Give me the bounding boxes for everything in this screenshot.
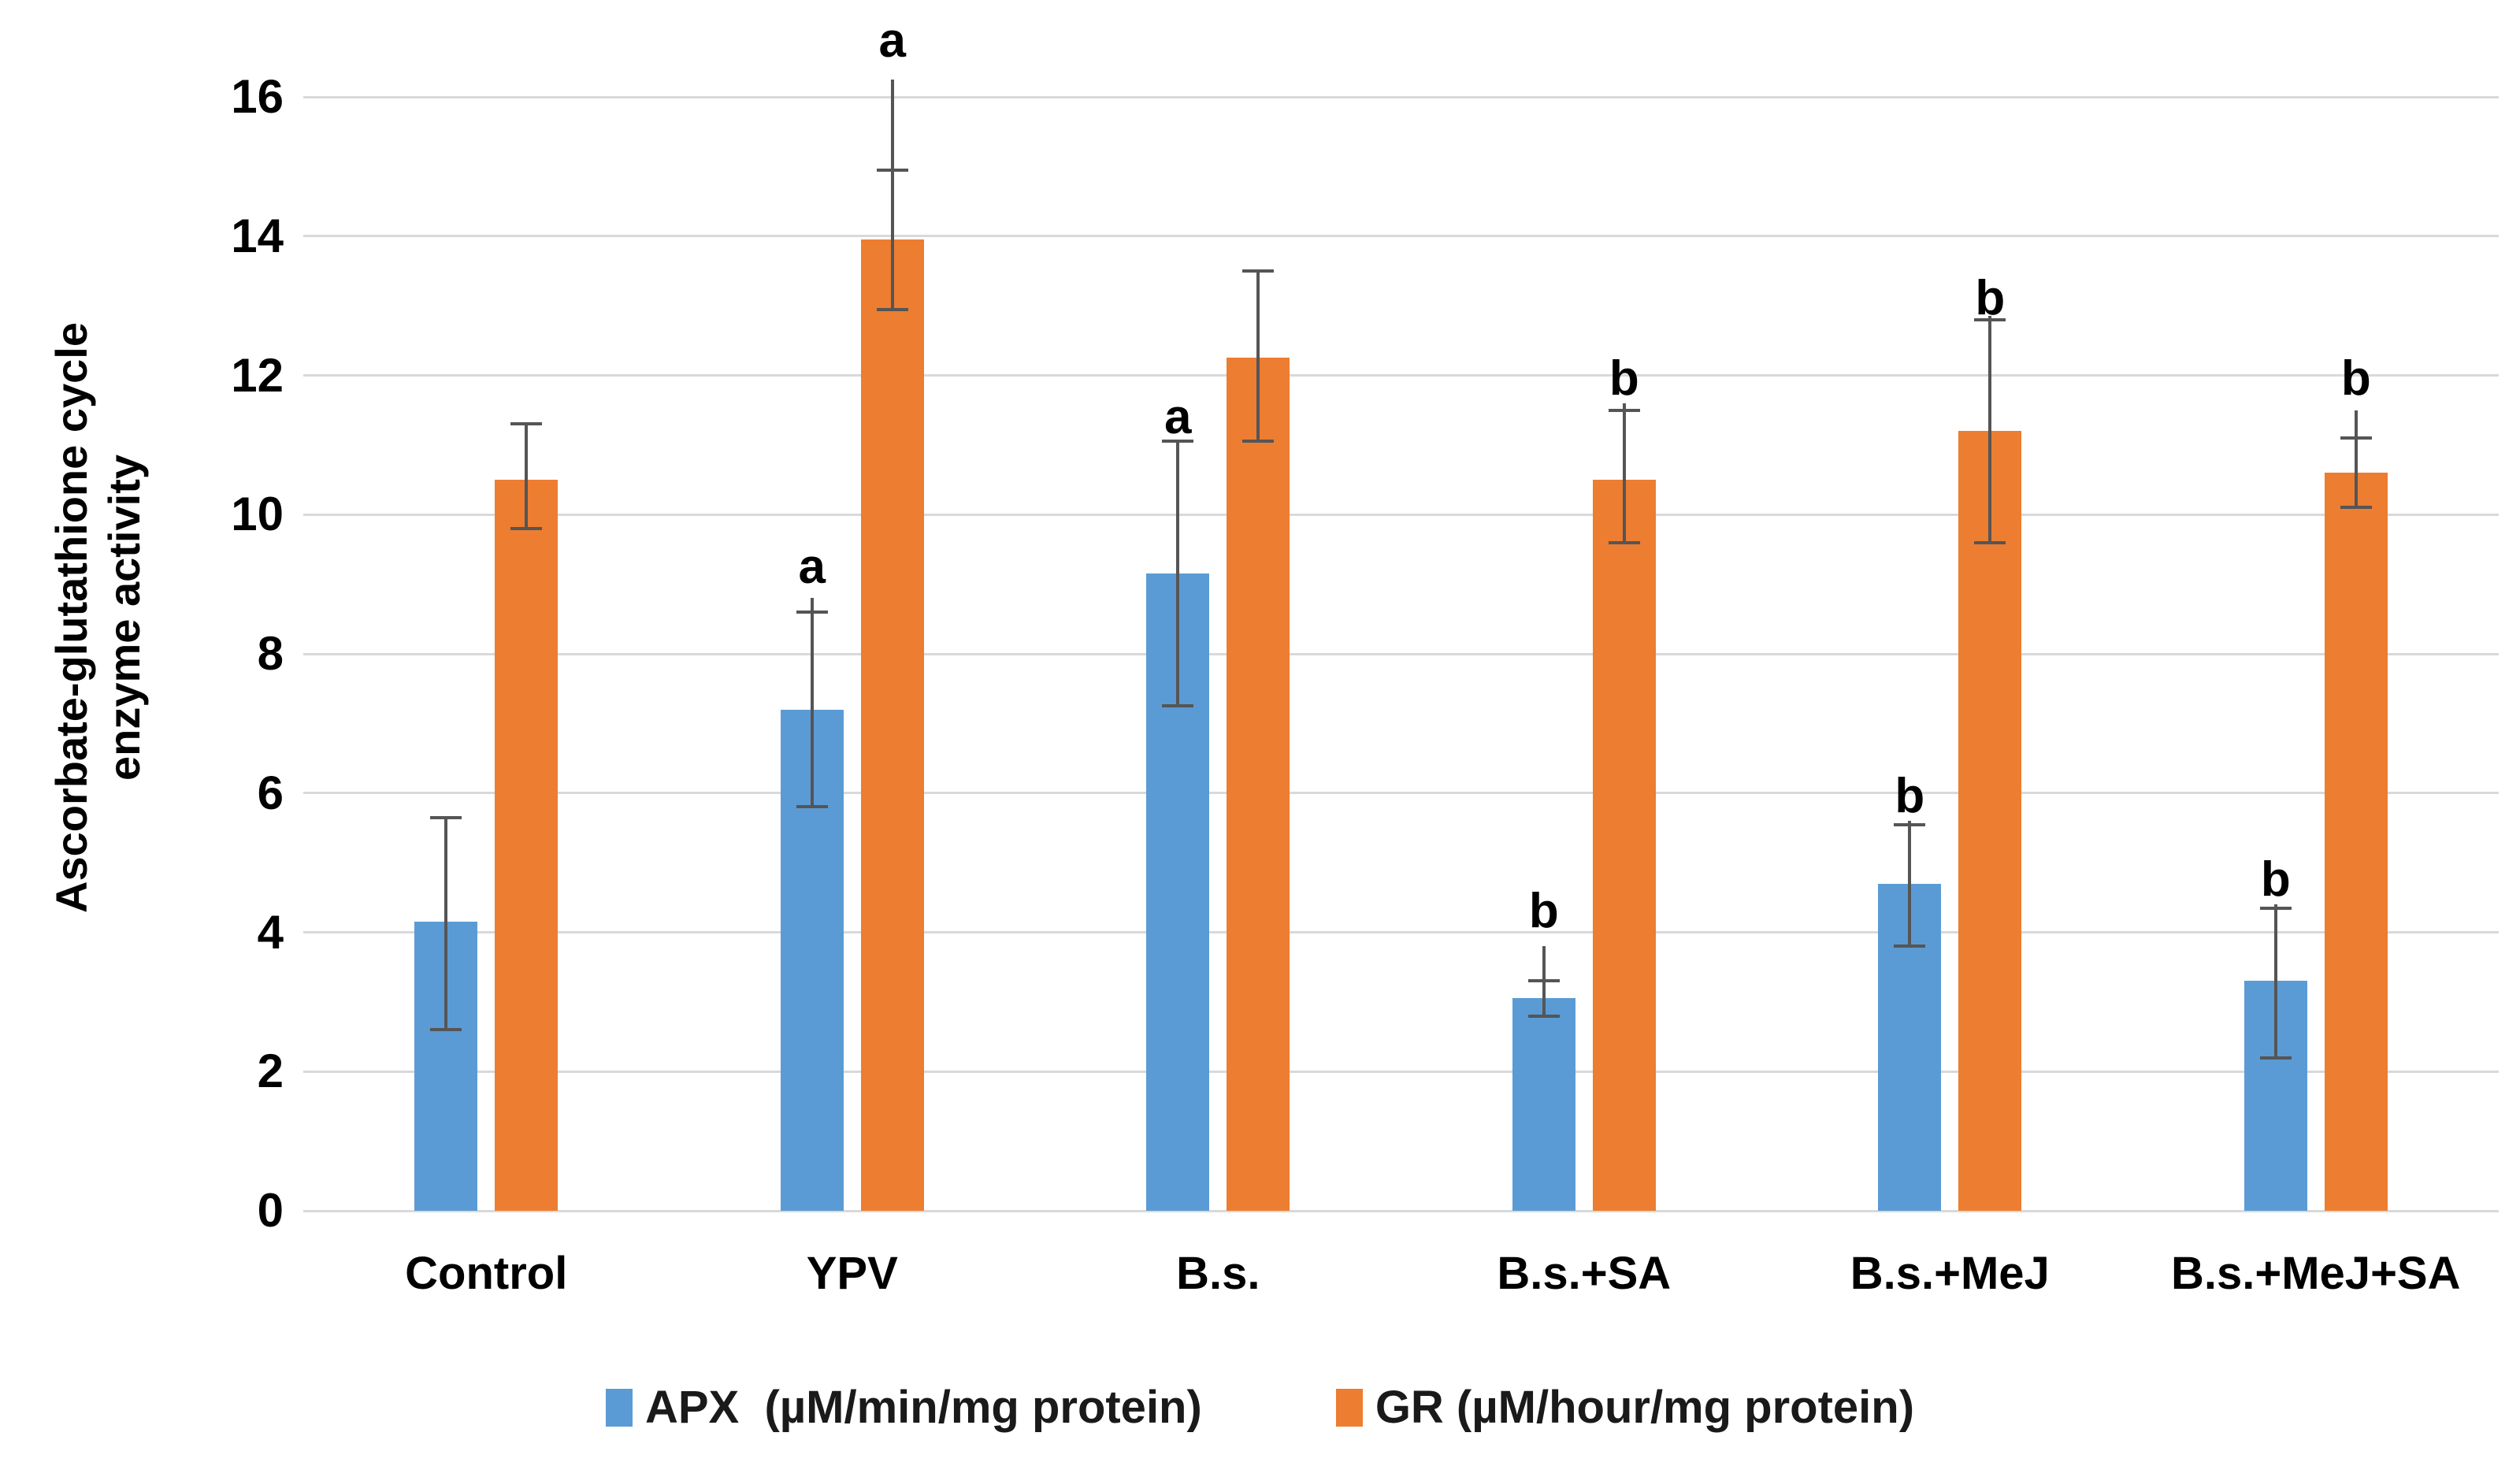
error-bar-cap-top [510,422,543,426]
error-bar-cap-bottom [796,805,828,809]
error-bar-line [1622,403,1626,543]
error-bar-line [1988,316,1992,543]
error-bar-line [444,817,448,1030]
error-bar-cap-top [1974,317,2006,321]
error-bar-cap-top [876,168,908,172]
y-tick-label: 16 [231,70,284,123]
legend-label-apx: APX (µM/min/mg protein) [644,1382,1202,1433]
error-bar-line [2273,904,2277,1058]
legend-item-gr: GR (µM/hour/mg protein) [1335,1382,1915,1433]
sig-letter: b [1975,271,2006,326]
error-bar-cap-bottom [876,307,908,311]
error-bar-cap-bottom [1974,540,2006,544]
bar-gr [860,239,924,1211]
x-category-label: B.s.+MeJ [1850,1248,2050,1299]
y-tick-label: 12 [231,348,284,402]
gridline [303,95,2499,98]
gridline [303,513,2499,516]
sig-letter: a [798,539,826,594]
error-bar-cap-bottom [2259,1056,2292,1060]
gridline [303,931,2499,933]
sig-letter: a [1164,389,1192,444]
error-bar-line [890,79,894,310]
error-bar-cap-top [1527,979,1560,983]
y-tick-label: 4 [257,905,284,959]
y-tick-label: 0 [257,1184,284,1237]
bar-gr [1227,358,1290,1211]
error-bar-cap-bottom [2340,506,2372,510]
legend: APX (µM/min/mg protein) GR (µM/hour/mg pr… [0,1385,2520,1431]
bar-gr [495,480,559,1211]
error-bar-cap-bottom [1527,1014,1560,1018]
gridline [303,792,2499,795]
legend-item-apx: APX (µM/min/mg protein) [605,1382,1202,1433]
error-bar-cap-top [796,610,828,614]
error-bar-cap-top [1608,408,1640,412]
error-bar-cap-top [1162,440,1194,444]
y-tick-label: 6 [257,766,284,819]
error-bar-cap-top [2259,906,2292,910]
legend-swatch-gr [1335,1389,1363,1427]
legend-label-gr: GR (µM/hour/mg protein) [1375,1382,1915,1433]
x-category-label: YPV [806,1248,898,1299]
error-bar-cap-top [1894,822,1926,826]
bar-gr [1592,480,1656,1211]
error-bar-line [1908,821,1912,947]
error-bar-cap-top [430,815,462,819]
sig-letter: b [2340,351,2371,406]
sig-letter: b [1609,351,1639,406]
bar-apx [1512,998,1575,1211]
sig-letter: a [878,13,906,69]
sig-letter: b [1528,883,1559,938]
error-bar-cap-bottom [1608,540,1640,544]
gridline [303,1070,2499,1073]
error-bar-cap-top [2340,436,2372,440]
bar-gr [2324,473,2388,1211]
error-bar-cap-bottom [430,1028,462,1032]
gridline [303,652,2499,655]
error-bar-line [2354,410,2358,508]
bar-gr [1958,431,2022,1211]
y-tick-label: 14 [231,209,284,262]
error-bar-cap-bottom [1162,704,1194,708]
legend-swatch-apx [605,1389,633,1427]
error-bar-cap-bottom [510,526,543,530]
y-tick-label: 8 [257,627,284,680]
error-bar-line [1176,441,1180,707]
error-bar-cap-top [1242,269,1275,273]
y-tick-label: 2 [257,1045,284,1098]
sig-letter: b [1895,769,1925,824]
x-category-label: B.s.+MeJ+SA [2170,1248,2461,1299]
x-category-label: B.s. [1176,1248,1260,1299]
sig-letter: b [2260,852,2291,907]
y-tick-label: 10 [231,488,284,541]
error-bar-line [525,424,529,529]
error-bar-cap-bottom [1894,945,1926,948]
x-category-label: Control [405,1248,568,1299]
error-bar-cap-bottom [1242,440,1275,444]
gridline [303,374,2499,377]
error-bar-line [810,598,814,807]
error-bar-line [1256,270,1260,442]
gridline [303,235,2499,238]
x-category-label: B.s.+SA [1497,1248,1672,1299]
gridline [303,1209,2499,1212]
